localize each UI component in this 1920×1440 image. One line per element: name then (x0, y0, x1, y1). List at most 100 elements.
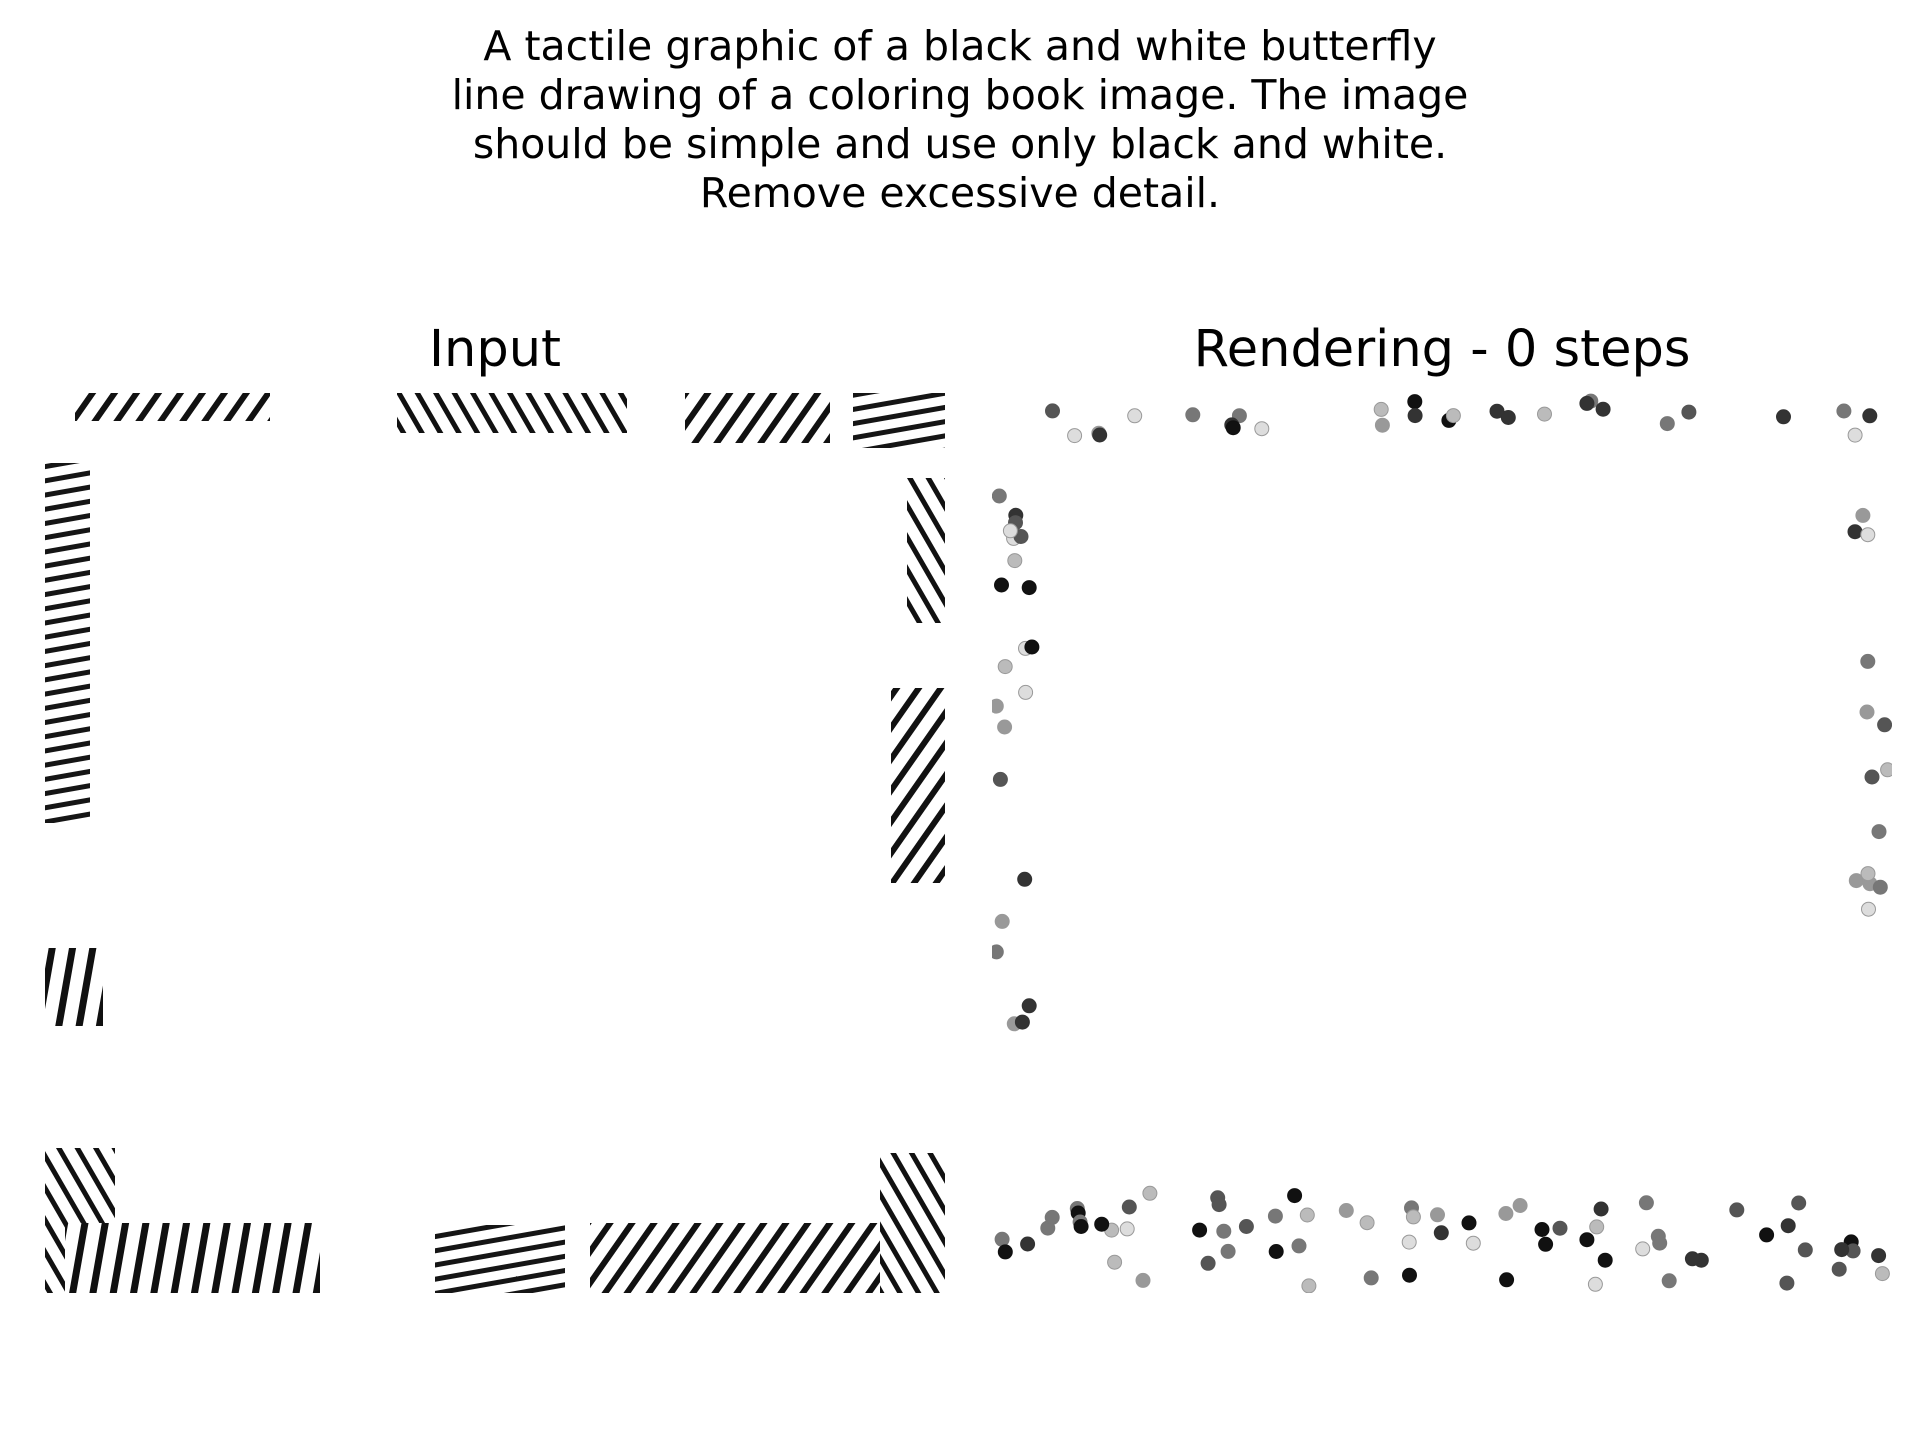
render-dot (1238, 1219, 1254, 1234)
render-dot (1373, 401, 1389, 417)
render-dot (1268, 1244, 1284, 1259)
render-dot (1291, 1238, 1307, 1254)
line-art-fragment (65, 1223, 320, 1293)
prompt-line-4: Remove excessive detail. (699, 169, 1221, 217)
render-dot (1287, 1188, 1303, 1204)
render-dot (1489, 403, 1505, 419)
render-dot (1661, 1273, 1677, 1289)
render-dot (1107, 1254, 1123, 1270)
line-art-fragment (397, 393, 627, 433)
rendering-image-panel (992, 393, 1892, 1293)
render-dot (1445, 408, 1461, 424)
input-panel-title: Input (428, 320, 562, 379)
render-dot (1135, 1272, 1151, 1288)
line-art-fragment (907, 478, 945, 623)
render-dot (1359, 1215, 1375, 1231)
render-dot (1862, 408, 1878, 424)
render-dot (1007, 553, 1023, 569)
render-dot (992, 771, 1008, 787)
render-dot (1855, 507, 1871, 523)
render-dot (1299, 1207, 1315, 1223)
render-dot (1537, 406, 1552, 422)
render-dot (1192, 1222, 1208, 1238)
render-dot (1405, 1209, 1421, 1225)
prompt-text: A tactile graphic of a black and white b… (360, 22, 1560, 218)
render-dot (1579, 395, 1595, 411)
render-dot (1301, 1278, 1317, 1293)
render-dot (1044, 1209, 1060, 1225)
render-dot (1860, 527, 1876, 543)
render-dot (1465, 1235, 1481, 1251)
render-dot (1759, 1227, 1775, 1243)
render-dot (1092, 427, 1108, 443)
render-dot (1780, 1218, 1796, 1234)
render-dot (1834, 1242, 1850, 1258)
render-dot (1200, 1255, 1216, 1271)
render-dot (1538, 1236, 1554, 1252)
render-dot (1861, 901, 1876, 917)
render-dot (1142, 1185, 1158, 1201)
render-dot (1534, 1222, 1550, 1237)
render-dot (997, 719, 1013, 735)
render-dot (1402, 1267, 1417, 1283)
render-dot (1374, 417, 1390, 433)
render-dot (1021, 998, 1037, 1014)
line-art-fragment (853, 393, 945, 448)
render-dot (1871, 824, 1887, 840)
render-dot (1500, 410, 1516, 425)
render-dot (1635, 1241, 1651, 1257)
render-dot (1871, 1248, 1887, 1264)
render-dot (1776, 409, 1791, 425)
render-dot (1363, 1270, 1379, 1286)
input-image-panel (45, 393, 945, 1293)
render-dot (1587, 1276, 1603, 1292)
render-dot (1073, 1219, 1089, 1234)
render-dot (994, 913, 1010, 929)
render-dot (1859, 704, 1875, 720)
render-dot (994, 577, 1009, 593)
render-dot (1021, 580, 1037, 596)
render-dot (1593, 1201, 1609, 1217)
render-dot (997, 1244, 1013, 1260)
render-dot (1638, 1195, 1654, 1211)
rendering-panel-title: Rendering - 0 steps (1193, 320, 1691, 379)
render-dot (1836, 403, 1852, 419)
render-dot (1512, 1198, 1528, 1213)
line-art-fragment (45, 463, 90, 823)
render-dot (1127, 408, 1143, 424)
line-art-fragment (75, 393, 270, 421)
line-art-fragment (45, 948, 103, 1026)
prompt-line-1: A tactile graphic of a black and white b… (483, 22, 1437, 70)
render-dot (1045, 403, 1060, 419)
render-dot (1597, 1252, 1613, 1268)
render-dot (1860, 653, 1876, 669)
input-image (45, 393, 945, 1293)
render-dot (1860, 866, 1876, 882)
render-dot (1499, 1272, 1515, 1288)
render-dot (1552, 1220, 1568, 1236)
render-dot (992, 698, 1004, 714)
render-dot (1579, 1232, 1595, 1248)
render-dot (1407, 394, 1423, 410)
render-dot (1002, 523, 1018, 539)
render-dot (1847, 427, 1863, 443)
render-dot (992, 488, 1007, 504)
line-art-fragment (891, 688, 945, 883)
render-dot (1018, 684, 1034, 700)
rendering-image (992, 393, 1892, 1293)
render-dot (1401, 1234, 1417, 1250)
render-dot (994, 1231, 1010, 1247)
render-dot (1017, 871, 1033, 887)
render-dot (1791, 1195, 1807, 1211)
render-dot (1831, 1261, 1847, 1277)
render-dot (1216, 1223, 1232, 1239)
render-dot (1461, 1215, 1477, 1231)
render-dot (1877, 717, 1892, 733)
render-dot (1872, 879, 1888, 895)
render-dot (1220, 1243, 1236, 1259)
render-dot (1267, 1208, 1283, 1224)
render-dot (997, 659, 1013, 675)
render-dot (1020, 1236, 1036, 1252)
render-dot (1595, 401, 1611, 417)
render-dot (1014, 1014, 1030, 1030)
